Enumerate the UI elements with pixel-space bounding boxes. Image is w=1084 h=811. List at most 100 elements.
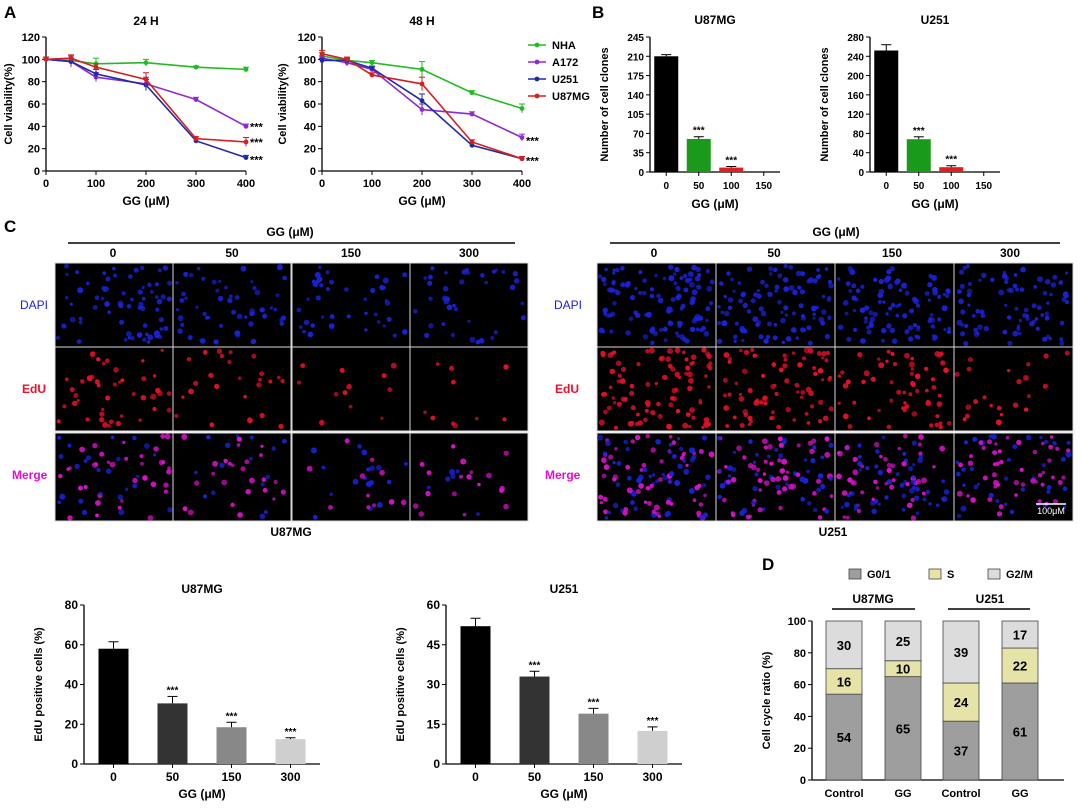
chart-d-seg-g01-0 [825, 693, 863, 781]
mic-nucleus [791, 351, 796, 355]
chart-d-ytick-label-1: 20 [794, 743, 806, 755]
mic-nucleus [687, 385, 693, 392]
mic-nucleus [160, 348, 164, 352]
mic-nucleus [899, 482, 905, 488]
mic-right-cells-r1-c1 [722, 347, 834, 430]
chart-c2-ytick-label-4: 60 [427, 598, 441, 612]
mic-nucleus [1017, 331, 1022, 336]
mic-nucleus [302, 329, 307, 334]
mic-nucleus [941, 479, 946, 484]
chart-c1-bar-3 [275, 739, 306, 764]
mic-nucleus [783, 264, 788, 269]
mic-nucleus [691, 289, 698, 296]
mic-nucleus [788, 264, 794, 270]
chart-a2-u251-point-3 [419, 98, 425, 104]
chart-b1-annotation-2: *** [725, 155, 737, 166]
mic-nucleus [772, 335, 778, 341]
mic-nucleus [476, 512, 480, 516]
mic-nucleus [1019, 467, 1024, 472]
mic-nucleus [824, 358, 829, 363]
chart-b2-xtick-label-2: 100 [943, 181, 960, 192]
mic-nucleus [820, 483, 826, 490]
mic-nucleus [750, 348, 755, 352]
chart-d-seg-label-1-2: 24 [954, 695, 969, 710]
mic-nucleus [677, 320, 682, 326]
mic-nucleus [147, 334, 154, 341]
mic-nucleus [927, 298, 931, 302]
mic-nucleus [442, 286, 449, 292]
chart-b2-title: U251 [921, 13, 950, 27]
mic-nucleus [918, 434, 924, 440]
mic-nucleus [857, 455, 862, 459]
mic-nucleus [774, 289, 778, 293]
chart-c2-bar-2 [578, 713, 609, 764]
mic-nucleus [716, 435, 722, 441]
mic-nucleus [649, 347, 655, 354]
mic-nucleus [655, 439, 661, 445]
mic-nucleus [623, 507, 629, 512]
mic-nucleus [642, 278, 647, 283]
mic-nucleus [912, 323, 918, 328]
mic-nucleus [665, 499, 671, 505]
mic-nucleus [1052, 274, 1058, 280]
mic-nucleus [256, 382, 262, 388]
mic-nucleus [627, 475, 632, 481]
mic-left-cells-r0-c3 [413, 266, 526, 345]
mic-right-cells-r2-c0 [597, 433, 715, 521]
legend-a-label-a172: A172 [552, 57, 578, 69]
mic-nucleus [727, 392, 732, 397]
mic-nucleus [213, 339, 219, 345]
mic-nucleus [1061, 475, 1066, 480]
mic-nucleus [116, 456, 121, 462]
mic-nucleus [674, 266, 680, 273]
mic-nucleus [809, 404, 815, 409]
mic-nucleus [885, 359, 889, 363]
mic-nucleus [970, 497, 976, 503]
mic-nucleus [95, 500, 101, 506]
chart-d-seg-label-2-1: 25 [896, 634, 910, 649]
mic-nucleus [102, 271, 107, 275]
mic-nucleus [727, 297, 734, 303]
mic-nucleus [704, 374, 708, 378]
chart-d-seg-label-1-0: 16 [837, 674, 851, 689]
mic-nucleus [167, 466, 172, 471]
chart-a1-ytick-label-1: 20 [28, 144, 40, 156]
mic-nucleus [602, 496, 608, 502]
chart-a1-ytick-label-3: 60 [28, 99, 40, 111]
mic-nucleus [244, 459, 250, 465]
mic-nucleus [1041, 463, 1046, 468]
mic-nucleus [929, 423, 934, 428]
mic-nucleus [947, 326, 952, 331]
mic-nucleus [364, 328, 368, 332]
mic-nucleus [644, 408, 649, 413]
mic-nucleus [102, 422, 108, 428]
mic-nucleus [800, 496, 805, 502]
mic-nucleus [934, 422, 940, 428]
mic-nucleus [96, 467, 101, 473]
mic-nucleus [603, 409, 608, 415]
mic-nucleus [837, 450, 843, 457]
mic-nucleus [147, 515, 154, 521]
mic-nucleus [663, 338, 668, 343]
mic-nucleus [645, 311, 652, 318]
mic-nucleus [105, 395, 111, 401]
mic-nucleus [155, 388, 160, 393]
mic-nucleus [875, 486, 880, 490]
chart-c2-ytick-label-1: 15 [427, 717, 441, 731]
mic-nucleus [174, 413, 179, 418]
mic-right-cells-r2-c3 [955, 434, 1072, 519]
chart-b2-annotation-1: *** [913, 126, 925, 137]
mic-right-tile-r0-c1 [715, 262, 836, 348]
mic-nucleus [912, 485, 916, 490]
mic-nucleus [186, 357, 191, 362]
mic-nucleus [376, 320, 381, 324]
mic-nucleus [501, 270, 506, 274]
mic-nucleus [675, 331, 679, 336]
mic-nucleus [92, 462, 98, 468]
chart-d-xtick-label-2: Control [941, 788, 980, 800]
chart-b1-xtick-label-1: 50 [693, 181, 705, 192]
mic-nucleus [139, 454, 144, 459]
mic-nucleus [85, 455, 92, 461]
mic-nucleus [638, 483, 644, 489]
mic-nucleus [113, 273, 117, 278]
